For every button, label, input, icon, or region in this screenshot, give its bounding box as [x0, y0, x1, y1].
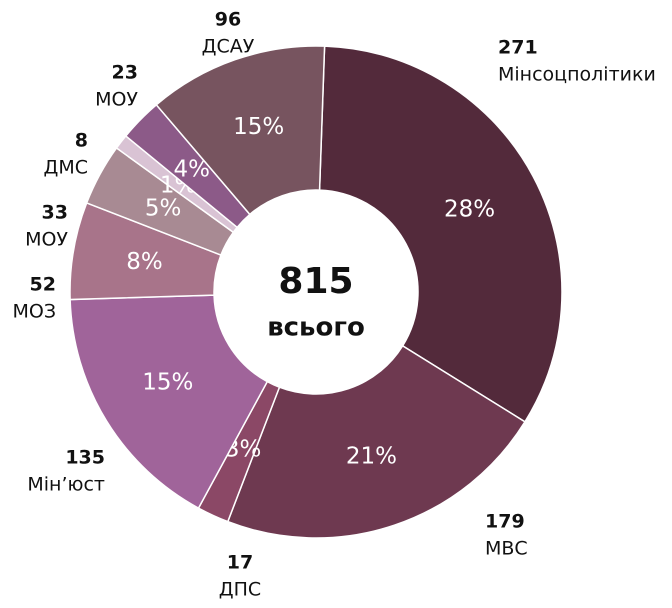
value-label: 52 — [30, 274, 56, 296]
segment — [318, 45, 563, 423]
value-label: 17 — [227, 552, 253, 574]
category-label: Мін’юст — [27, 474, 105, 496]
value-label: 179 — [485, 511, 525, 533]
percent-label: 5% — [145, 195, 182, 221]
value-label: 8 — [75, 130, 88, 152]
segment — [69, 294, 269, 510]
value-label: 271 — [498, 37, 538, 59]
value-label: 135 — [65, 447, 105, 469]
category-label: МОУ — [25, 229, 68, 251]
category-label: Мінсоцполітики — [498, 64, 656, 86]
percent-label: 15% — [142, 370, 193, 396]
category-label: МВС — [485, 538, 528, 560]
percent-label: 8% — [126, 249, 163, 275]
category-label: ДСАУ — [202, 36, 255, 58]
category-label: ДПС — [219, 579, 261, 601]
segment — [155, 45, 326, 216]
percent-label: 28% — [444, 197, 495, 223]
category-label: ДМС — [43, 157, 88, 179]
segment — [226, 344, 526, 539]
total-label: всього — [267, 313, 365, 343]
percent-label: 21% — [346, 443, 397, 469]
category-label: МОУ — [95, 89, 138, 111]
value-label: 96 — [215, 9, 241, 31]
total: 815 — [278, 261, 353, 302]
value-label: 33 — [42, 202, 68, 224]
percent-label: 15% — [233, 114, 284, 140]
category-label: МОЗ — [12, 301, 56, 323]
value-label: 23 — [112, 62, 138, 84]
